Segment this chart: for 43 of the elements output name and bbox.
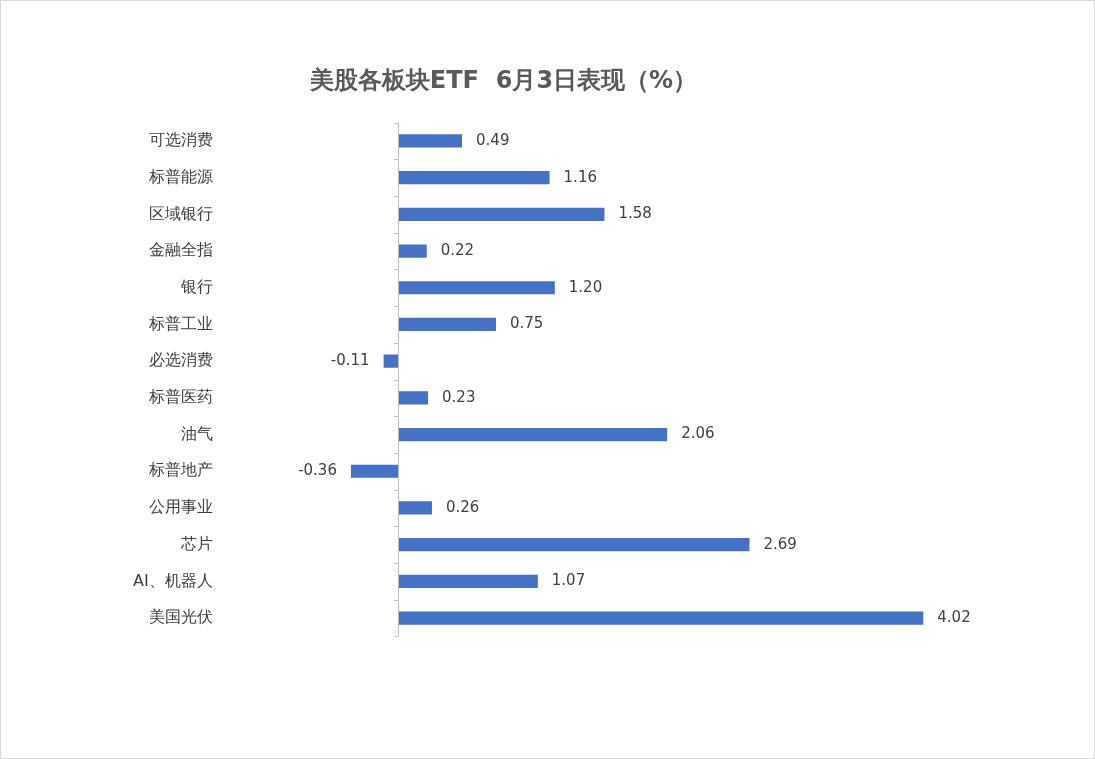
data-label: 0.49 bbox=[476, 130, 510, 149]
bar bbox=[398, 171, 550, 185]
y-tick-label: 可选消费 bbox=[148, 130, 213, 150]
y-tick-label: 标普医药 bbox=[147, 387, 213, 407]
data-label: 0.26 bbox=[445, 497, 480, 516]
bar bbox=[398, 427, 668, 442]
y-tick-label: 芯片 bbox=[179, 533, 213, 553]
data-label: 2.06 bbox=[681, 424, 715, 443]
data-label: -0.36 bbox=[298, 461, 337, 480]
data-label: 0.22 bbox=[440, 240, 475, 259]
data-label: 1.16 bbox=[563, 167, 597, 186]
bar bbox=[398, 538, 750, 552]
bar bbox=[398, 244, 427, 258]
y-tick-label: 银行 bbox=[179, 276, 213, 296]
bar bbox=[398, 281, 555, 295]
data-label: 0.75 bbox=[510, 314, 544, 333]
data-label: -0.11 bbox=[330, 351, 370, 370]
y-tick-label: 油气 bbox=[180, 423, 213, 443]
y-tick-label: 标普地产 bbox=[147, 460, 213, 480]
y-tick-label: 公用事业 bbox=[148, 497, 213, 517]
data-label: 2.69 bbox=[763, 534, 797, 553]
y-tick-label: 必选消费 bbox=[148, 350, 213, 370]
y-tick-label: 金融全指 bbox=[148, 240, 213, 260]
data-label: 0.23 bbox=[442, 387, 476, 406]
bar bbox=[398, 207, 605, 221]
data-label: 1.20 bbox=[568, 277, 603, 296]
bar bbox=[398, 134, 463, 148]
data-label: 4.02 bbox=[937, 607, 971, 626]
data-label: 1.58 bbox=[618, 204, 652, 223]
data-label: 1.07 bbox=[551, 571, 586, 590]
y-tick-label: 美国光伏 bbox=[148, 607, 213, 627]
bar bbox=[350, 464, 398, 478]
y-tick-label: AI、机器人 bbox=[132, 570, 213, 590]
bar bbox=[398, 611, 924, 625]
y-tick-label: 区域银行 bbox=[148, 203, 213, 223]
chart-title: 美股各板块ETF 6月3日表现（%） bbox=[308, 66, 698, 95]
bar bbox=[398, 391, 429, 405]
y-tick-label: 标普能源 bbox=[147, 166, 213, 186]
y-tick-label: 标普工业 bbox=[147, 313, 213, 333]
bar bbox=[398, 501, 432, 515]
bar bbox=[383, 354, 398, 368]
bar bbox=[398, 317, 496, 332]
bar bbox=[398, 574, 538, 588]
